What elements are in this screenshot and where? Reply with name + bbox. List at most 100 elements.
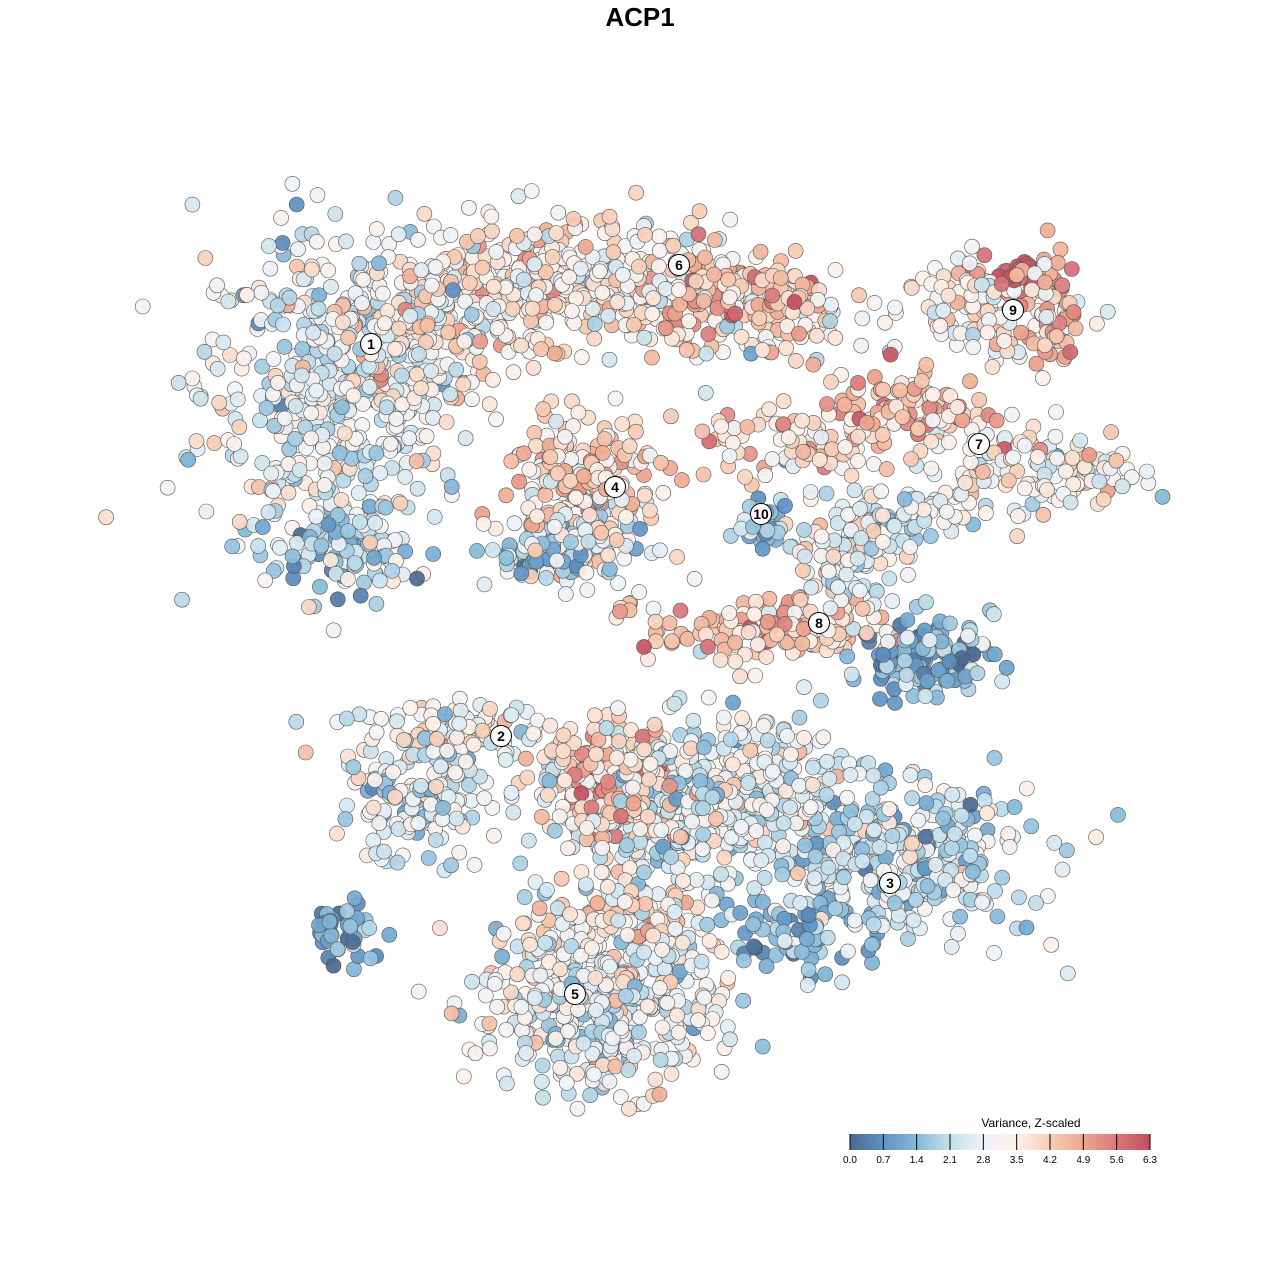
cluster-label: 10 xyxy=(753,506,769,522)
data-point xyxy=(1037,337,1053,354)
data-point xyxy=(776,933,793,949)
data-point xyxy=(423,363,439,379)
data-point xyxy=(607,1058,624,1075)
data-point xyxy=(808,327,825,344)
data-point xyxy=(899,612,916,628)
data-point xyxy=(209,360,226,377)
data-point xyxy=(427,832,444,848)
data-point xyxy=(919,878,936,895)
data-point xyxy=(918,357,935,373)
data-point xyxy=(794,412,810,429)
data-point xyxy=(526,256,543,273)
data-point xyxy=(489,320,506,336)
data-point xyxy=(498,549,515,566)
data-point xyxy=(215,334,232,351)
legend-tick-label: 4.9 xyxy=(1076,1155,1090,1166)
data-point xyxy=(524,300,541,317)
data-point xyxy=(532,967,549,984)
data-point xyxy=(716,849,733,866)
data-point xyxy=(1039,222,1056,239)
data-point xyxy=(802,484,819,500)
data-point xyxy=(495,925,512,942)
data-point xyxy=(556,772,573,789)
data-point xyxy=(174,591,190,608)
data-point xyxy=(461,275,478,291)
data-point xyxy=(482,701,498,717)
data-point xyxy=(472,333,488,350)
legend-tick-label: 1.4 xyxy=(910,1155,924,1166)
data-point xyxy=(211,394,227,411)
data-point xyxy=(303,430,319,447)
data-point xyxy=(523,183,540,199)
data-point xyxy=(993,275,1010,292)
data-point xyxy=(899,629,916,646)
data-point xyxy=(425,546,442,562)
data-point xyxy=(325,957,342,974)
data-point xyxy=(610,912,627,929)
data-point xyxy=(418,428,435,445)
data-point xyxy=(469,543,485,559)
data-point xyxy=(284,548,301,565)
data-point xyxy=(1154,488,1171,505)
data-point xyxy=(362,950,379,967)
data-point xyxy=(985,606,1002,623)
data-point xyxy=(735,992,752,1009)
data-point xyxy=(612,793,629,810)
data-point xyxy=(455,1068,472,1085)
data-point xyxy=(755,894,771,910)
data-point xyxy=(525,725,542,742)
data-point xyxy=(777,497,793,514)
data-point xyxy=(511,473,527,490)
data-point xyxy=(443,857,459,874)
data-point xyxy=(365,832,382,849)
data-point xyxy=(854,310,871,327)
legend-tick-label: 0.0 xyxy=(843,1155,857,1166)
data-point xyxy=(690,1012,706,1029)
data-point xyxy=(588,746,605,763)
data-point xyxy=(745,938,762,955)
data-point xyxy=(485,371,501,388)
data-point xyxy=(376,315,393,332)
data-point xyxy=(669,549,685,565)
data-point xyxy=(340,329,357,346)
data-point xyxy=(197,250,214,266)
data-point xyxy=(579,820,595,836)
data-point xyxy=(1054,861,1071,878)
data-point xyxy=(869,583,885,600)
data-point xyxy=(594,840,611,856)
data-point xyxy=(449,729,465,746)
data-point xyxy=(700,638,716,655)
data-point xyxy=(846,816,863,832)
data-point xyxy=(805,759,821,776)
data-point xyxy=(346,890,363,907)
data-point xyxy=(628,184,645,201)
data-point xyxy=(410,983,427,1000)
data-point xyxy=(452,702,469,719)
data-point xyxy=(865,916,882,933)
data-point xyxy=(646,716,663,733)
data-point xyxy=(1050,254,1066,271)
data-point xyxy=(894,409,911,425)
data-point xyxy=(340,571,356,587)
data-point xyxy=(1024,282,1040,298)
data-point xyxy=(775,416,792,433)
data-point xyxy=(1081,447,1097,463)
data-point xyxy=(754,342,771,358)
data-point xyxy=(843,467,860,484)
data-point xyxy=(1009,528,1026,545)
data-point xyxy=(250,538,267,554)
data-point xyxy=(334,399,350,416)
data-point xyxy=(654,1019,671,1036)
data-point xyxy=(700,326,717,342)
data-point xyxy=(368,221,385,237)
data-point xyxy=(740,624,757,641)
data-point xyxy=(686,570,703,587)
data-point xyxy=(231,419,248,436)
data-point xyxy=(636,741,653,758)
data-point xyxy=(827,900,844,917)
data-point xyxy=(952,908,968,925)
data-point xyxy=(504,301,521,317)
data-point xyxy=(376,843,392,860)
legend-tick-label: 2.8 xyxy=(976,1155,990,1166)
data-point xyxy=(320,516,337,533)
